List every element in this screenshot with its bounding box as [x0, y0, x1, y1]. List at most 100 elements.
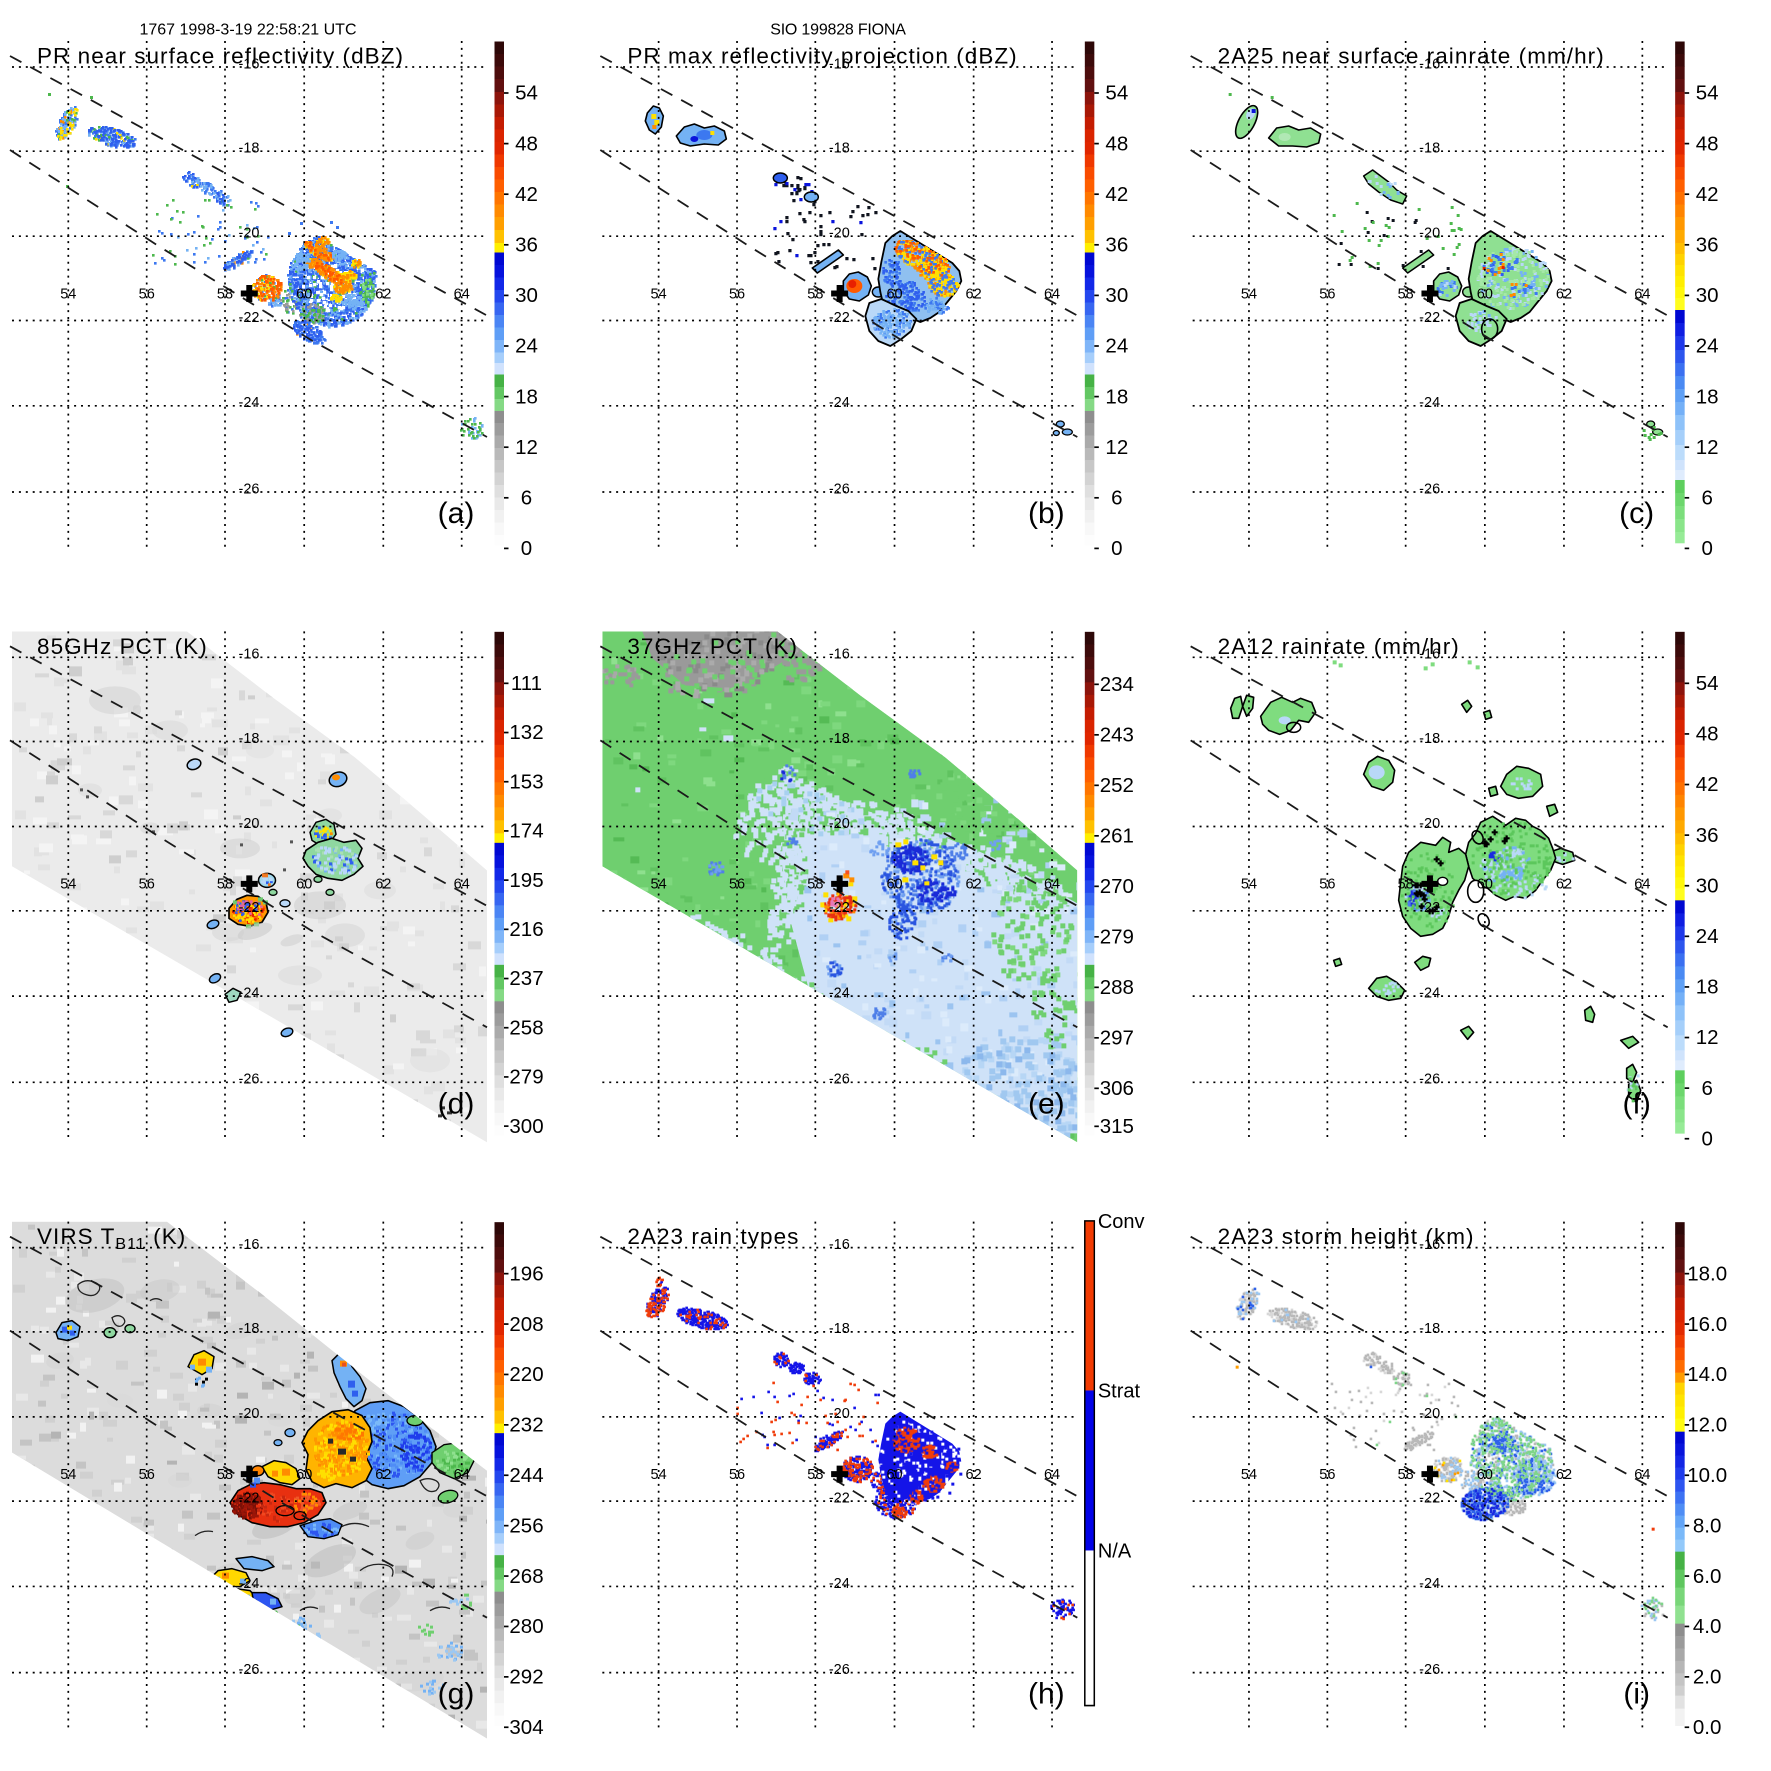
svg-text:24: 24	[515, 335, 538, 358]
svg-text:-18: -18	[239, 731, 260, 747]
svg-text:56: 56	[1319, 877, 1335, 893]
svg-text:0: 0	[1701, 1127, 1712, 1150]
svg-text:54: 54	[1105, 82, 1128, 105]
svg-text:6: 6	[1701, 1077, 1712, 1100]
svg-text:-24: -24	[1419, 395, 1440, 411]
svg-text:56: 56	[729, 1467, 745, 1483]
svg-text:54: 54	[1696, 672, 1719, 695]
svg-text:-18: -18	[1419, 141, 1440, 157]
svg-text:18.0: 18.0	[1687, 1262, 1727, 1285]
svg-text:(g): (g)	[438, 1678, 475, 1711]
svg-text:42: 42	[1696, 183, 1719, 206]
svg-text:56: 56	[139, 877, 155, 893]
svg-text:-26: -26	[1419, 1662, 1440, 1678]
svg-text:243: 243	[1100, 724, 1134, 747]
svg-text:280: 280	[509, 1615, 543, 1638]
svg-text:6: 6	[1701, 487, 1712, 510]
svg-text:0.0: 0.0	[1693, 1716, 1722, 1739]
svg-text:64: 64	[454, 1467, 470, 1483]
svg-text:-24: -24	[1419, 985, 1440, 1001]
svg-text:234: 234	[1100, 673, 1134, 696]
svg-text:174: 174	[509, 820, 543, 843]
svg-text:0: 0	[1701, 537, 1712, 560]
svg-text:-22: -22	[829, 1490, 850, 1506]
svg-text:36: 36	[515, 234, 538, 257]
svg-text:304: 304	[509, 1716, 543, 1739]
svg-text:62: 62	[1556, 286, 1572, 302]
svg-text:220: 220	[509, 1363, 543, 1386]
svg-text:-16: -16	[829, 647, 850, 663]
svg-text:54: 54	[60, 286, 76, 302]
svg-text:195: 195	[509, 869, 543, 892]
svg-text:48: 48	[515, 132, 538, 155]
svg-text:56: 56	[729, 877, 745, 893]
svg-text:-22: -22	[1419, 310, 1440, 326]
svg-text:256: 256	[509, 1514, 543, 1537]
svg-text:48: 48	[1696, 132, 1719, 155]
svg-text:60: 60	[1477, 286, 1493, 302]
svg-text:12: 12	[515, 436, 538, 459]
svg-text:62: 62	[1556, 877, 1572, 893]
svg-text:-24: -24	[829, 395, 850, 411]
svg-text:-20: -20	[829, 226, 850, 242]
svg-text:-24: -24	[1419, 1576, 1440, 1592]
svg-text:30: 30	[515, 284, 538, 307]
svg-text:60: 60	[296, 286, 312, 302]
svg-text:(f): (f)	[1622, 1087, 1650, 1120]
svg-text:-24: -24	[829, 985, 850, 1001]
svg-text:-16: -16	[1419, 56, 1440, 72]
svg-text:132: 132	[509, 721, 543, 744]
svg-text:SIO 199828 FIONA: SIO 199828 FIONA	[770, 22, 906, 39]
svg-text:-26: -26	[829, 1662, 850, 1678]
svg-text:(h): (h)	[1028, 1678, 1065, 1711]
svg-text:18: 18	[515, 385, 538, 408]
svg-text:64: 64	[1044, 877, 1060, 893]
svg-text:216: 216	[509, 918, 543, 941]
svg-text:-26: -26	[1419, 1072, 1440, 1088]
svg-text:2A25 near surface rainrate (mm: 2A25 near surface rainrate (mm/hr)	[1218, 44, 1605, 69]
svg-text:268: 268	[509, 1565, 543, 1588]
svg-text:64: 64	[1044, 286, 1060, 302]
svg-text:56: 56	[139, 1467, 155, 1483]
svg-text:62: 62	[966, 1467, 982, 1483]
svg-text:-26: -26	[239, 1072, 260, 1088]
svg-text:Strat: Strat	[1098, 1380, 1141, 1402]
svg-text:56: 56	[729, 286, 745, 302]
svg-text:-16: -16	[239, 647, 260, 663]
svg-text:2.0: 2.0	[1693, 1666, 1722, 1689]
svg-text:10.0: 10.0	[1687, 1464, 1727, 1487]
svg-text:0: 0	[1111, 537, 1122, 560]
svg-text:24: 24	[1696, 925, 1719, 948]
svg-text:58: 58	[1398, 286, 1414, 302]
svg-text:PR near surface reflectivity (: PR near surface reflectivity (dBZ)	[37, 44, 404, 69]
svg-text:279: 279	[1100, 926, 1134, 949]
svg-text:12: 12	[1696, 436, 1719, 459]
svg-text:-24: -24	[829, 1576, 850, 1592]
svg-text:(d): (d)	[438, 1087, 475, 1120]
svg-text:-18: -18	[239, 141, 260, 157]
svg-text:54: 54	[60, 1467, 76, 1483]
svg-text:-22: -22	[239, 1490, 260, 1506]
svg-text:6: 6	[1111, 487, 1122, 510]
svg-text:54: 54	[651, 1467, 667, 1483]
svg-text:208: 208	[509, 1313, 543, 1336]
svg-text:60: 60	[1477, 1467, 1493, 1483]
svg-text:237: 237	[509, 967, 543, 990]
svg-text:37GHz PCT (K): 37GHz PCT (K)	[627, 634, 798, 659]
svg-text:-18: -18	[1419, 731, 1440, 747]
svg-text:-24: -24	[239, 395, 260, 411]
svg-text:-26: -26	[239, 481, 260, 497]
svg-text:-16: -16	[1419, 647, 1440, 663]
svg-text:-22: -22	[829, 900, 850, 916]
svg-text:-20: -20	[239, 226, 260, 242]
svg-text:62: 62	[375, 1467, 391, 1483]
svg-text:62: 62	[966, 286, 982, 302]
svg-text:16.0: 16.0	[1687, 1313, 1727, 1336]
svg-text:261: 261	[1100, 825, 1134, 848]
svg-text:2A12 rainrate (mm/hr): 2A12 rainrate (mm/hr)	[1218, 634, 1460, 659]
svg-text:64: 64	[454, 286, 470, 302]
svg-text:(i): (i)	[1623, 1678, 1650, 1711]
svg-text:0: 0	[521, 537, 532, 560]
svg-text:30: 30	[1105, 284, 1128, 307]
svg-text:24: 24	[1696, 335, 1719, 358]
